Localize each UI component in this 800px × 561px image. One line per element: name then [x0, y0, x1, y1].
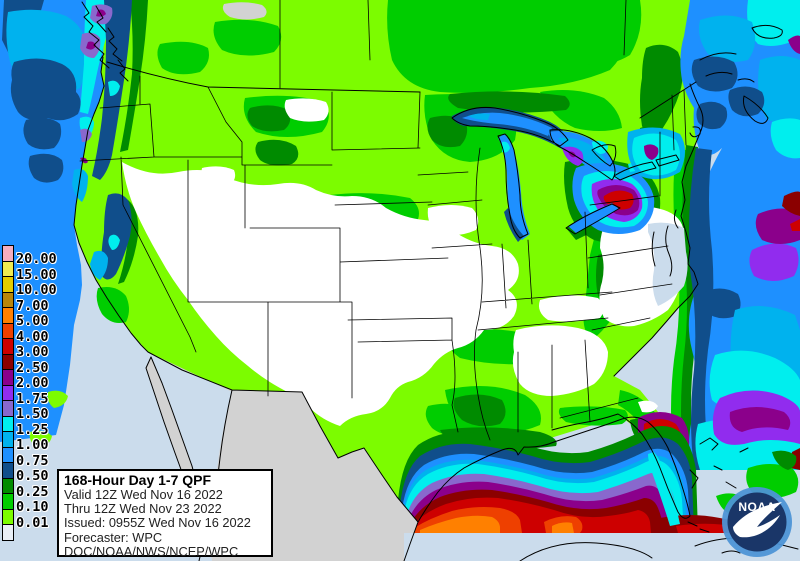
southwest-dry-region — [122, 162, 519, 426]
agency-line: DOC/NOAA/NWS/NCEP/WPC — [64, 543, 239, 559]
legend-swatch — [2, 353, 14, 370]
legend-swatch — [2, 415, 14, 432]
legend-swatch — [2, 446, 14, 463]
legend-entry: 2.00 — [2, 369, 57, 390]
noaa-seagull-icon — [733, 502, 782, 538]
legend-value: 1.50 — [16, 406, 49, 422]
legend-value: 4.00 — [16, 328, 49, 345]
legend-value: 7.00 — [16, 297, 49, 314]
legend-swatch — [2, 477, 14, 494]
precip-legend: 20.00 15.00 10.00 7.00 5.00 4.00 3.00 2.50 2.00 1… — [2, 245, 57, 541]
legend-swatch — [2, 369, 14, 386]
great-lakes-outlines — [451, 107, 657, 239]
southeast-dry-region — [512, 325, 608, 396]
legend-swatch — [2, 462, 14, 479]
thru-time: Thru 12Z Wed Nov 23 2022 — [64, 501, 222, 517]
legend-entry: 4.00 — [2, 322, 57, 343]
northeast-precip-system — [680, 0, 800, 156]
legend-swatch — [2, 524, 14, 541]
legend-swatch — [2, 245, 14, 262]
legend-value: 5.00 — [16, 313, 49, 329]
legend-value: 1.00 — [16, 437, 49, 453]
legend-swatch — [2, 291, 14, 308]
legend-value: 0.50 — [16, 468, 49, 484]
legend-value: 20.00 — [16, 251, 57, 267]
legend-value: 10.00 — [16, 282, 57, 298]
canada-fjords-islands — [81, 1, 783, 124]
legend-swatch — [2, 276, 14, 293]
legend-entry: 2.50 — [2, 353, 57, 374]
legend-entry: 7.00 — [2, 291, 57, 312]
chesapeake-bay-water — [648, 222, 688, 306]
legend-entry: 15.00 — [2, 260, 57, 281]
legend-value: 15.00 — [16, 266, 57, 283]
legend-swatch — [2, 508, 14, 525]
legend-entry: 0.25 — [2, 477, 57, 498]
great-lakes-precip — [452, 107, 685, 242]
legend-entry: 0.10 — [2, 493, 57, 514]
legend-swatch — [2, 384, 14, 401]
legend-entry: 1.50 — [2, 400, 57, 421]
legend-swatch — [2, 493, 14, 510]
legend-entry — [2, 524, 57, 541]
legend-value: 1.25 — [16, 421, 49, 438]
canada-no-data-patch — [222, 2, 267, 20]
pacific-precip-system — [0, 0, 132, 464]
legend-value: 2.00 — [16, 375, 49, 391]
valid-time: Valid 12Z Wed Nov 16 2022 — [64, 487, 223, 502]
legend-value: 0.10 — [16, 499, 49, 515]
legend-value: 3.00 — [16, 344, 49, 360]
state-borders — [79, 0, 687, 441]
legend-value: 1.75 — [16, 390, 49, 407]
legend-entry: 0.01 — [2, 508, 57, 529]
forecaster: Forecaster: WPC — [64, 529, 163, 545]
legend-swatch — [2, 431, 14, 448]
noaa-logo: NOAA — [722, 487, 792, 557]
legend-entry: 3.00 — [2, 338, 57, 359]
legend-entry: 5.00 — [2, 307, 57, 328]
legend-value: 2.50 — [16, 359, 49, 376]
legend-entry: 1.25 — [2, 415, 57, 436]
legend-swatch — [2, 400, 14, 417]
legend-entry: 20.00 — [2, 245, 57, 266]
legend-swatch — [2, 338, 14, 355]
legend-swatch — [2, 260, 14, 277]
legend-value: 0.25 — [16, 483, 49, 500]
legend-entry: 0.50 — [2, 462, 57, 483]
forecast-title: 168-Hour Day 1-7 QPF — [64, 472, 212, 488]
legend-swatch — [2, 322, 14, 339]
legend-swatch — [2, 307, 14, 324]
legend-entry: 0.75 — [2, 446, 57, 467]
legend-value: 0.75 — [16, 452, 49, 469]
gulf-heavy-precip-system — [398, 426, 772, 533]
issued-time: Issued: 0955Z Wed Nov 16 2022 — [64, 515, 251, 531]
legend-value: 0.01 — [16, 514, 49, 531]
forecast-info-box: 168-Hour Day 1-7 QPF Valid 12Z Wed Nov 1… — [57, 469, 273, 559]
